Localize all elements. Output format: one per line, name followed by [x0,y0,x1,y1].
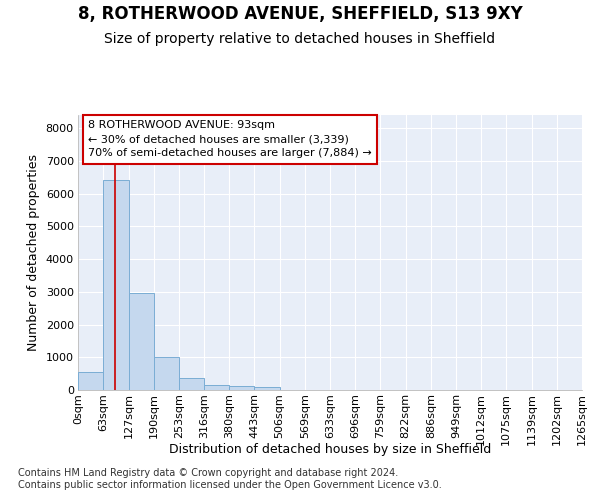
Bar [179,378,204,390]
Y-axis label: Number of detached properties: Number of detached properties [27,154,40,351]
Bar [229,386,254,390]
Bar [204,384,229,390]
Text: Contains HM Land Registry data © Crown copyright and database right 2024.
Contai: Contains HM Land Registry data © Crown c… [18,468,442,490]
Bar [128,294,154,390]
Text: Size of property relative to detached houses in Sheffield: Size of property relative to detached ho… [104,32,496,46]
Text: 8, ROTHERWOOD AVENUE, SHEFFIELD, S13 9XY: 8, ROTHERWOOD AVENUE, SHEFFIELD, S13 9XY [77,5,523,23]
Bar [103,180,128,390]
Bar [78,372,103,390]
Text: 8 ROTHERWOOD AVENUE: 93sqm
← 30% of detached houses are smaller (3,339)
70% of s: 8 ROTHERWOOD AVENUE: 93sqm ← 30% of deta… [88,120,372,158]
Bar [254,387,280,390]
Text: Distribution of detached houses by size in Sheffield: Distribution of detached houses by size … [169,442,491,456]
Bar [154,358,179,390]
